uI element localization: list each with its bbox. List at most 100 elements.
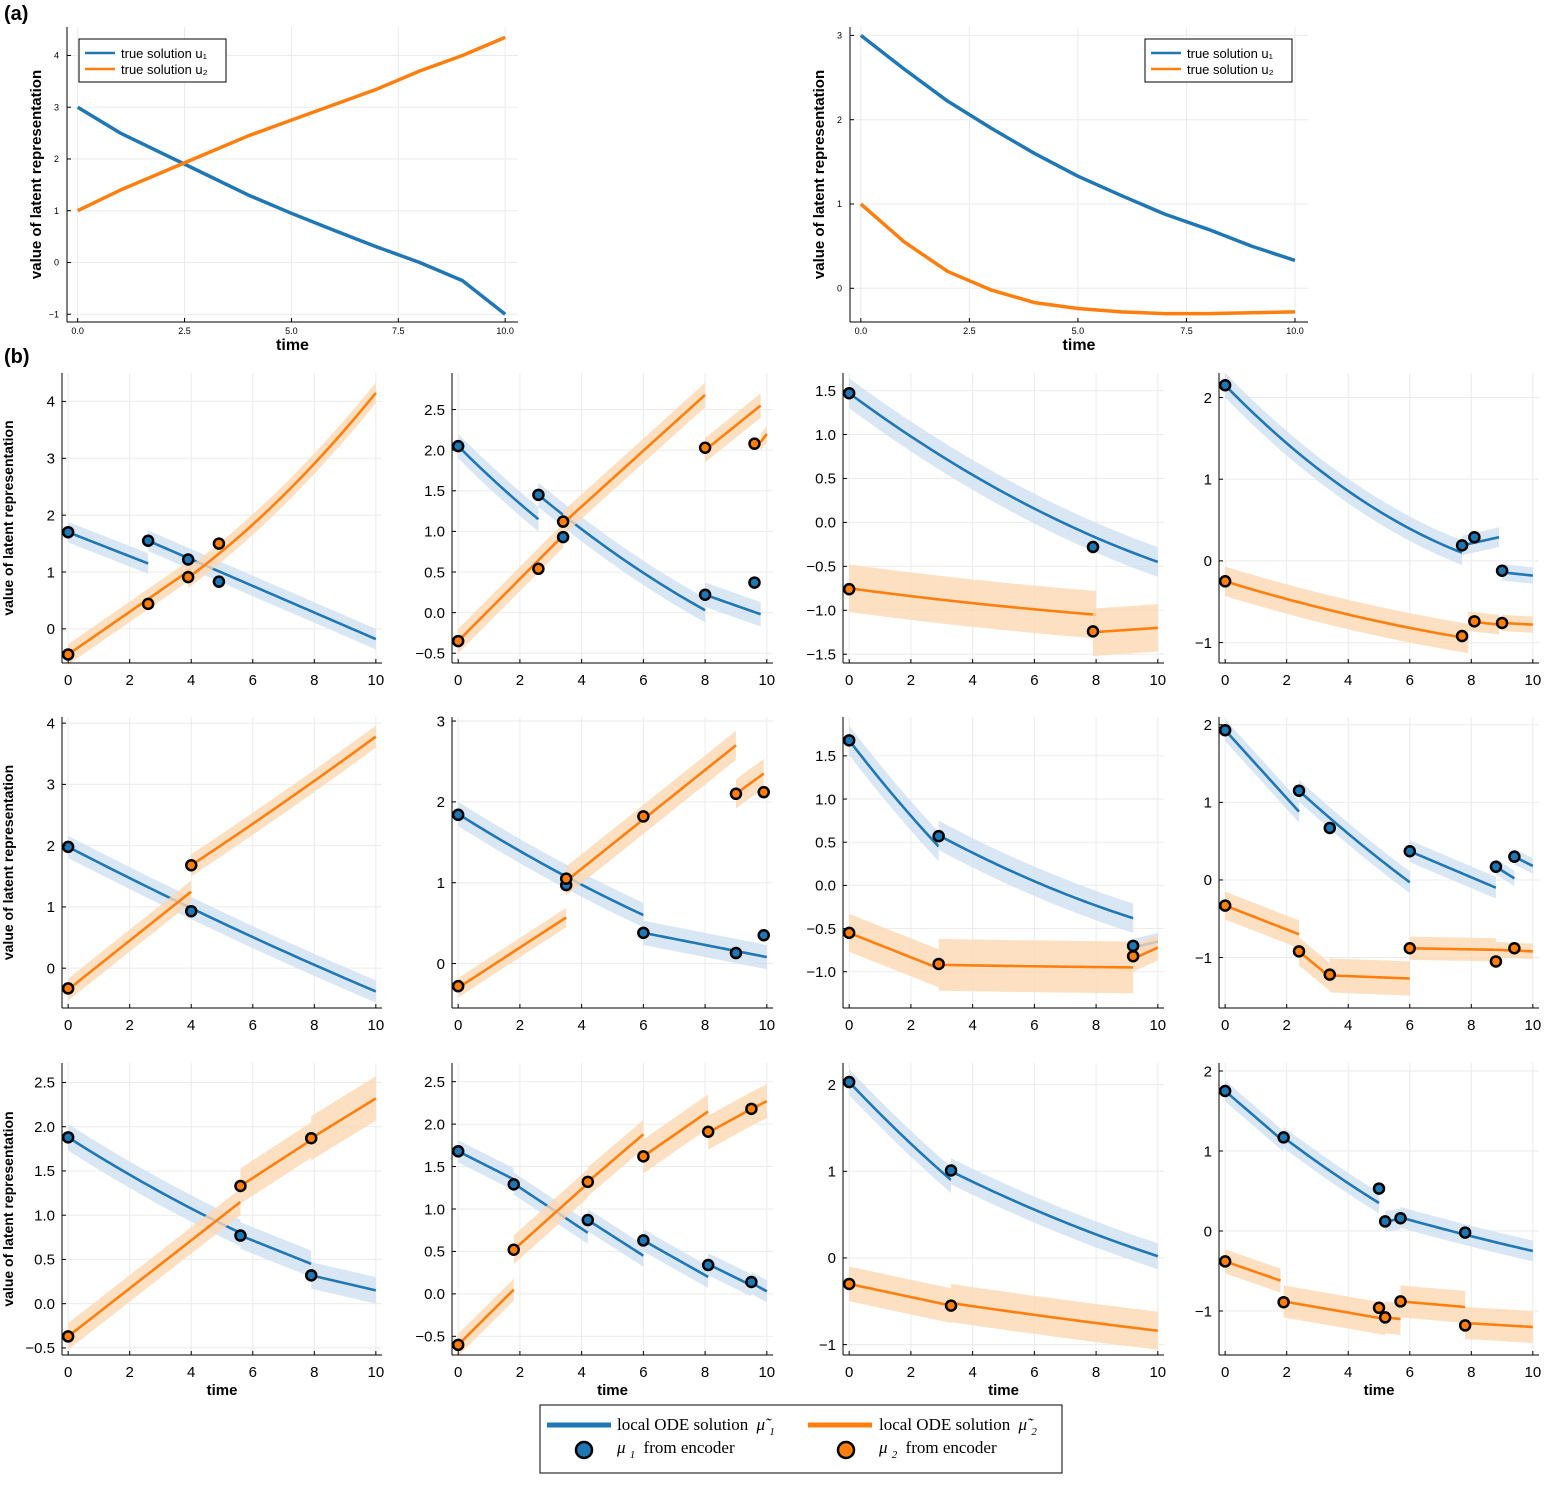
y-tick-label: −0.5 [806,559,836,576]
x-axis-label: time [276,337,309,354]
y-tick-label: 3 [437,713,445,730]
uncertainty-band-blue [538,482,706,623]
ode-segment-orange [759,433,768,443]
x-tick-label: 7.5 [1180,326,1193,336]
encoder-point-blue [637,1234,650,1247]
y-tick-label: 0.5 [424,564,445,581]
x-tick-label: 8 [701,1017,709,1034]
encoder-point-blue [556,530,570,544]
y-tick-label: −1 [1195,950,1212,967]
legend-line1-sub: 1 [769,1426,775,1438]
legend-line2-label: local ODE solution [879,1415,1011,1434]
chart-b-r2c3: 0 2 4 6 8 10 −1.0 −0.5 0.0 0.5 1.0 1.5 [806,717,1166,1034]
x-tick-label: 4 [577,1017,585,1034]
x-tick-label: 0 [454,1364,462,1381]
panel-a-label: (a) [4,3,28,25]
encoder-point-orange [745,1102,758,1116]
x-tick-label: 8 [701,672,709,689]
x-tick-label: 8 [1467,1364,1475,1381]
legend-frame [539,1404,1063,1474]
y-tick-label: 1 [47,564,55,581]
x-axis-label: time [1063,337,1096,354]
encoder-point-orange [637,810,650,823]
y-tick-label: 2.0 [424,442,445,459]
encoder-point-orange [757,785,770,799]
y-tick-label: 0 [54,258,59,268]
y-tick-label: 0.0 [815,878,836,895]
encoder-point-orange [1508,941,1521,955]
ode-segment-orange [1224,580,1469,640]
y-tick-label: 3 [837,31,842,41]
y-tick-label: 1 [828,1164,836,1181]
y-tick-label: −0.5 [415,646,445,663]
x-tick-label: 4 [577,672,585,689]
x-tick-label: 5.0 [285,326,298,336]
x-tick-label: 0 [64,672,72,689]
y-tick-label: 0.0 [424,1286,445,1303]
encoder-point-orange [184,859,198,872]
x-axis-label: time [988,1382,1019,1399]
encoder-point-orange [181,570,195,584]
x-tick-label: 0 [1221,672,1229,689]
x-tick-label: 0 [1221,1364,1229,1381]
encoder-point-orange [1458,1319,1472,1332]
uncertainty-band-blue [1299,779,1410,894]
y-tick-label: 0.0 [34,1296,55,1313]
encoder-point-blue [532,488,545,502]
y-tick-label: 1.0 [815,791,836,808]
x-tick-label: 0 [845,1364,853,1381]
ode-segment-blue [310,1274,377,1292]
x-tick-label: 2.5 [963,326,976,336]
y-axis-label: value of latent representation [0,765,16,960]
encoder-point-blue [944,1164,958,1177]
ode-segment-blue [848,392,1159,564]
ode-segment-blue [1224,1090,1285,1143]
ode-segment-orange [67,890,193,991]
ode-segment-blue [67,531,149,565]
ode-segment-orange [1224,904,1300,936]
encoder-point-orange [212,537,226,550]
x-tick-label: 8 [1092,1364,1100,1381]
chart-b-r1c1: 0 2 4 6 8 10 0 1 2 3 4 value of latent representati… [0,373,384,689]
ode-segment-orange [239,1138,312,1188]
chart-a-right: 0.0 2.5 5.0 7.5 10.0 0 1 2 3 time value of latent … [811,27,1308,354]
encoder-point-orange [729,787,743,801]
ode-segment-orange [67,568,192,656]
x-axis-label: time [597,1382,628,1399]
ode-segment-orange [457,1288,515,1346]
y-tick-label: 0.5 [34,1252,55,1269]
ode-segment-blue [1282,1136,1380,1205]
x-tick-label: 4 [968,1017,976,1034]
encoder-point-orange [451,979,465,993]
uncertainty-band-blue [849,378,1158,577]
encoder-point-blue [61,525,75,539]
x-tick-label: 10 [1525,672,1542,689]
ode-segment-blue [707,1263,752,1287]
encoder-point-blue [1403,844,1417,858]
y-tick-label: 1.5 [34,1163,55,1180]
y-tick-label: 0 [47,960,55,977]
legend-marker2-label: from encoder [906,1438,997,1457]
x-tick-label: 2 [1283,672,1291,689]
x-tick-label: 2 [516,1364,524,1381]
y-tick-label: 2.0 [424,1116,445,1133]
ode-segment-orange [1329,974,1410,980]
uncertainty-band-orange [849,564,1097,639]
chart-b-r2c4: 0 2 4 6 8 10 −1 0 1 2 [1195,717,1541,1034]
encoder-point-orange [1495,616,1509,630]
encoder-point-orange [1403,941,1417,955]
legend-marker2-text: μ 2 from encoder [878,1438,997,1462]
encoder-point-blue [1218,379,1232,392]
y-tick-label: 0.5 [424,1244,445,1261]
uncertainty-band-blue [849,725,939,862]
encoder-point-blue [842,734,856,747]
y-tick-label: −1 [1195,635,1212,652]
encoder-point-orange [1218,1255,1232,1268]
x-tick-label: 2 [907,672,915,689]
y-tick-label: 1.5 [424,483,445,500]
legend-marker2-math: μ [878,1438,888,1457]
y-tick-label: 1.0 [815,427,836,444]
y-tick-label: 2.0 [34,1119,55,1136]
y-axis-label: value of latent representation [28,70,45,279]
y-tick-label: −1 [819,1337,836,1354]
